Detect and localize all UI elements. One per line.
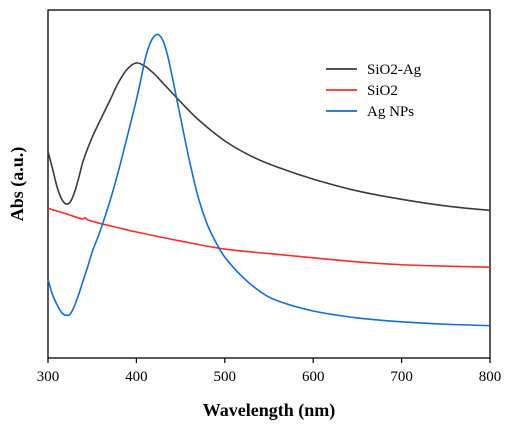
x-tick-label: 600 — [302, 369, 325, 385]
x-tick-label: 500 — [214, 369, 237, 385]
legend-label: SiO2-Ag — [367, 62, 422, 78]
y-axis-title: Abs (a.u.) — [7, 147, 28, 222]
series-line-sio2-ag — [47, 62, 491, 212]
series-line-sio2 — [47, 207, 491, 268]
legend: SiO2-Ag SiO2 Ag NPs — [326, 62, 422, 120]
x-tick-label: 700 — [390, 369, 413, 385]
plot-frame — [47, 9, 491, 359]
x-tick-label: 400 — [125, 369, 148, 385]
x-axis: 300 400 500 600 700 800 — [37, 358, 502, 385]
axes-box — [47, 9, 491, 359]
x-axis-title: Wavelength (nm) — [203, 400, 336, 421]
x-tick-label: 300 — [37, 369, 60, 385]
x-tick-label: 800 — [479, 369, 502, 385]
legend-label: Ag NPs — [367, 104, 414, 120]
legend-label: SiO2 — [367, 83, 398, 99]
series-line-ag-nps — [47, 33, 491, 327]
series-lines — [47, 33, 491, 327]
